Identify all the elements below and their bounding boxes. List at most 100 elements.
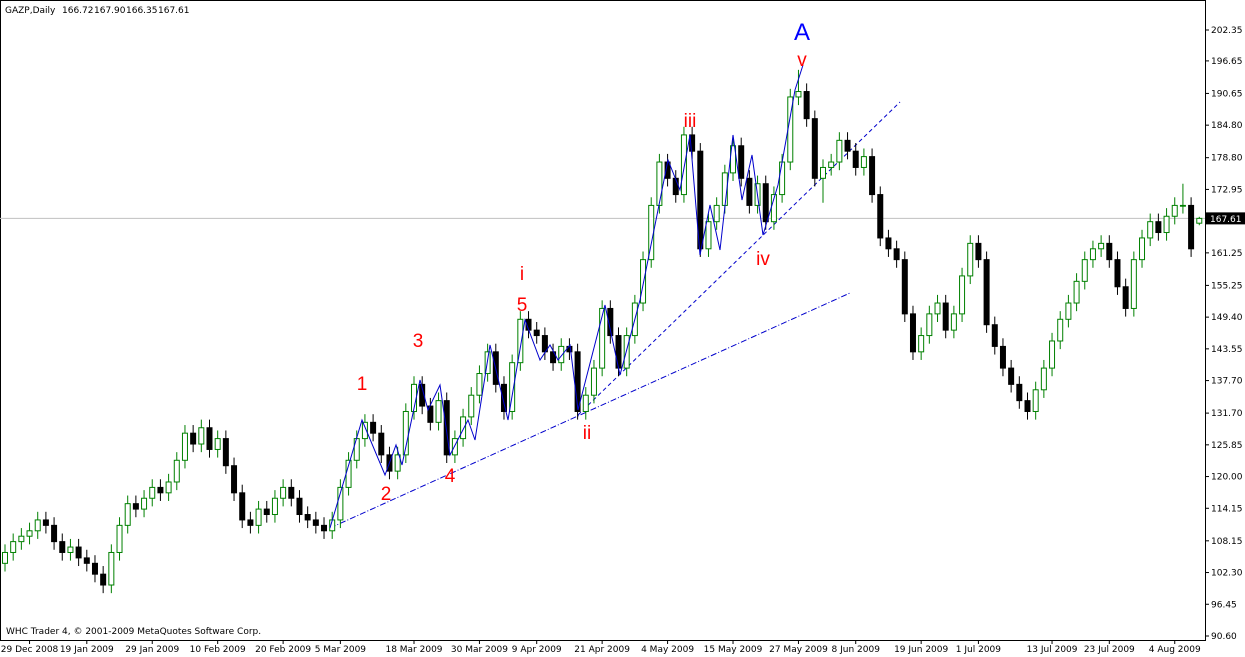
y-tick-label: 114.15 [1211, 504, 1243, 514]
candle-body [795, 91, 802, 98]
x-tick-label: 20 Feb 2009 [255, 645, 311, 655]
y-tick-label: 172.95 [1211, 185, 1243, 195]
chart-title: GAZP,Daily [5, 6, 56, 16]
candle-body [550, 351, 557, 364]
x-tick-label: 1 Jul 2009 [956, 645, 1001, 655]
candle-body [983, 259, 990, 326]
ohlc-close: 167.61 [158, 6, 190, 16]
candle-body [689, 134, 696, 152]
candle-body [468, 394, 475, 418]
candle-body [500, 383, 507, 412]
y-tick-label: 161.25 [1211, 249, 1243, 259]
candle-body [239, 492, 246, 521]
candle-body [1032, 389, 1039, 412]
x-tick-label: 18 Mar 2009 [385, 645, 442, 655]
wave-label: iv [756, 249, 770, 270]
candle-body [370, 421, 377, 434]
y-tick-label: 137.70 [1211, 377, 1243, 387]
candle-body [517, 318, 524, 364]
x-tick-label: 29 Jan 2009 [125, 645, 179, 655]
wave-line [329, 64, 804, 529]
candle-body [967, 242, 974, 277]
candle-body [926, 313, 933, 337]
candle-body [361, 421, 368, 440]
candle-body [999, 345, 1006, 369]
candle-body [206, 427, 213, 450]
candle-body [304, 514, 311, 521]
candle-body [1171, 204, 1178, 217]
candle-body [1122, 286, 1129, 309]
candle-body [779, 161, 786, 196]
candle-body [75, 546, 82, 559]
candle-body [1081, 259, 1088, 282]
trend-line [577, 101, 901, 416]
candle-body [1065, 302, 1072, 320]
wave-label: v [797, 50, 807, 71]
candle-body [263, 508, 270, 516]
candle-body [337, 486, 344, 521]
candle-body [640, 259, 647, 304]
candle-body [762, 183, 769, 223]
candle-body [1155, 221, 1162, 234]
x-tick-label: 30 Mar 2009 [451, 645, 508, 655]
candle-body [942, 302, 949, 331]
wave-label: A [794, 19, 810, 46]
x-tick-label: 15 May 2009 [704, 645, 763, 655]
candle-body [893, 248, 900, 261]
candle-body [321, 524, 328, 532]
candle-body [108, 551, 115, 586]
wave-label: iii [684, 111, 697, 132]
candle-body [443, 400, 450, 456]
candle-body [1073, 280, 1080, 304]
wave-label: ii [583, 423, 591, 444]
candle-body [280, 486, 287, 499]
candle-body [67, 546, 74, 553]
candle-body [247, 519, 254, 526]
wave-label: 4 [445, 466, 456, 487]
candle-body [680, 134, 687, 196]
candle-body [451, 438, 458, 456]
candle-body [1024, 400, 1031, 412]
x-tick-label: 4 May 2009 [641, 645, 694, 655]
candle-body [476, 373, 483, 396]
candle-body [1049, 340, 1056, 369]
candle-body [852, 150, 859, 168]
candle-body [181, 432, 188, 461]
x-tick-label: 21 Apr 2009 [574, 645, 630, 655]
candle-body [746, 177, 753, 206]
candle-body [91, 562, 98, 575]
candle-body [1040, 367, 1047, 391]
y-tick-label: 108.15 [1211, 537, 1243, 547]
candle-body [509, 362, 516, 412]
candle-body [165, 481, 172, 494]
x-tick-label: 8 Jun 2009 [832, 645, 881, 655]
candle-body [435, 400, 442, 423]
candle-body [419, 383, 426, 407]
candle-body [296, 497, 303, 516]
candle-body [599, 307, 606, 369]
ohlc-low: 166.35 [126, 6, 158, 16]
candle-body [141, 497, 148, 510]
y-tick-label: 196.65 [1211, 57, 1243, 67]
candle-body [1179, 204, 1186, 207]
candle-body [533, 329, 540, 337]
candle-body [1163, 215, 1170, 234]
x-tick-label: 4 Aug 2009 [1149, 645, 1201, 655]
candle-body [255, 508, 262, 526]
y-tick-label: 178.80 [1211, 154, 1243, 164]
candle-body [991, 324, 998, 347]
trend-line [329, 292, 851, 529]
candle-body [959, 275, 966, 315]
candle-body [378, 432, 385, 456]
candle-body [811, 118, 818, 179]
candle-body [738, 145, 745, 179]
candle-body [574, 351, 581, 412]
candle-body [607, 307, 614, 337]
plot-frame [0, 0, 1206, 641]
candle-body [353, 438, 360, 461]
candle-body [460, 416, 467, 440]
candle-body [877, 194, 884, 239]
candle-body [909, 313, 916, 353]
